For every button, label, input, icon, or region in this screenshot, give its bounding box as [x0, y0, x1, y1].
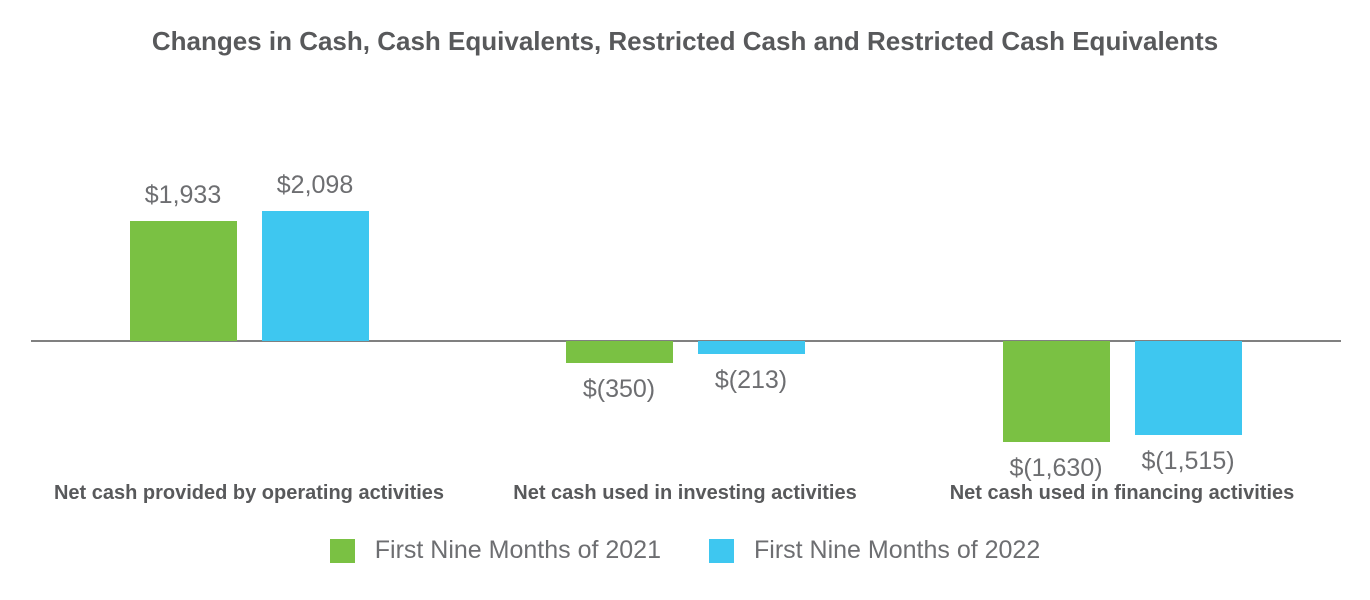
legend-item-1: First Nine Months of 2022 — [709, 536, 1040, 565]
value-label-series_2021-category-0: $1,933 — [144, 181, 222, 209]
legend-item-0: First Nine Months of 2021 — [329, 536, 661, 565]
category-label-1: Net cash used in investing activities — [513, 482, 857, 504]
category-label-0: Net cash provided by operating activitie… — [53, 482, 445, 504]
value-label-series_2022-category-2: $(1,515) — [1141, 447, 1235, 475]
value-label-series_2022-category-0: $2,098 — [276, 171, 354, 199]
legend-label-0: First Nine Months of 2021 — [374, 536, 661, 564]
zero-axis-line — [31, 340, 1341, 342]
value-label-series_2022-category-1: $(213) — [714, 366, 788, 394]
bar-series_2022-category-1 — [697, 341, 805, 354]
bar-series_2021-category-1 — [565, 341, 673, 363]
value-label-series_2021-category-2: $(1,630) — [1009, 454, 1103, 482]
legend-label-1: First Nine Months of 2022 — [754, 536, 1041, 564]
legend-swatch-icon-series_2021 — [329, 538, 355, 563]
bar-series_2022-category-0 — [261, 211, 369, 341]
bar-series_2021-category-2 — [1002, 341, 1110, 442]
value-label-series_2021-category-1: $(350) — [582, 375, 656, 403]
bar-series_2021-category-0 — [129, 221, 237, 341]
legend: First Nine Months of 2021 First Nine Mont… — [0, 536, 1370, 565]
category-label-2: Net cash used in financing activities — [949, 482, 1295, 504]
chart-title: Changes in Cash, Cash Equivalents, Restr… — [151, 26, 1219, 56]
legend-swatch-icon-series_2022 — [709, 538, 734, 563]
bar-series_2022-category-2 — [1134, 341, 1242, 435]
